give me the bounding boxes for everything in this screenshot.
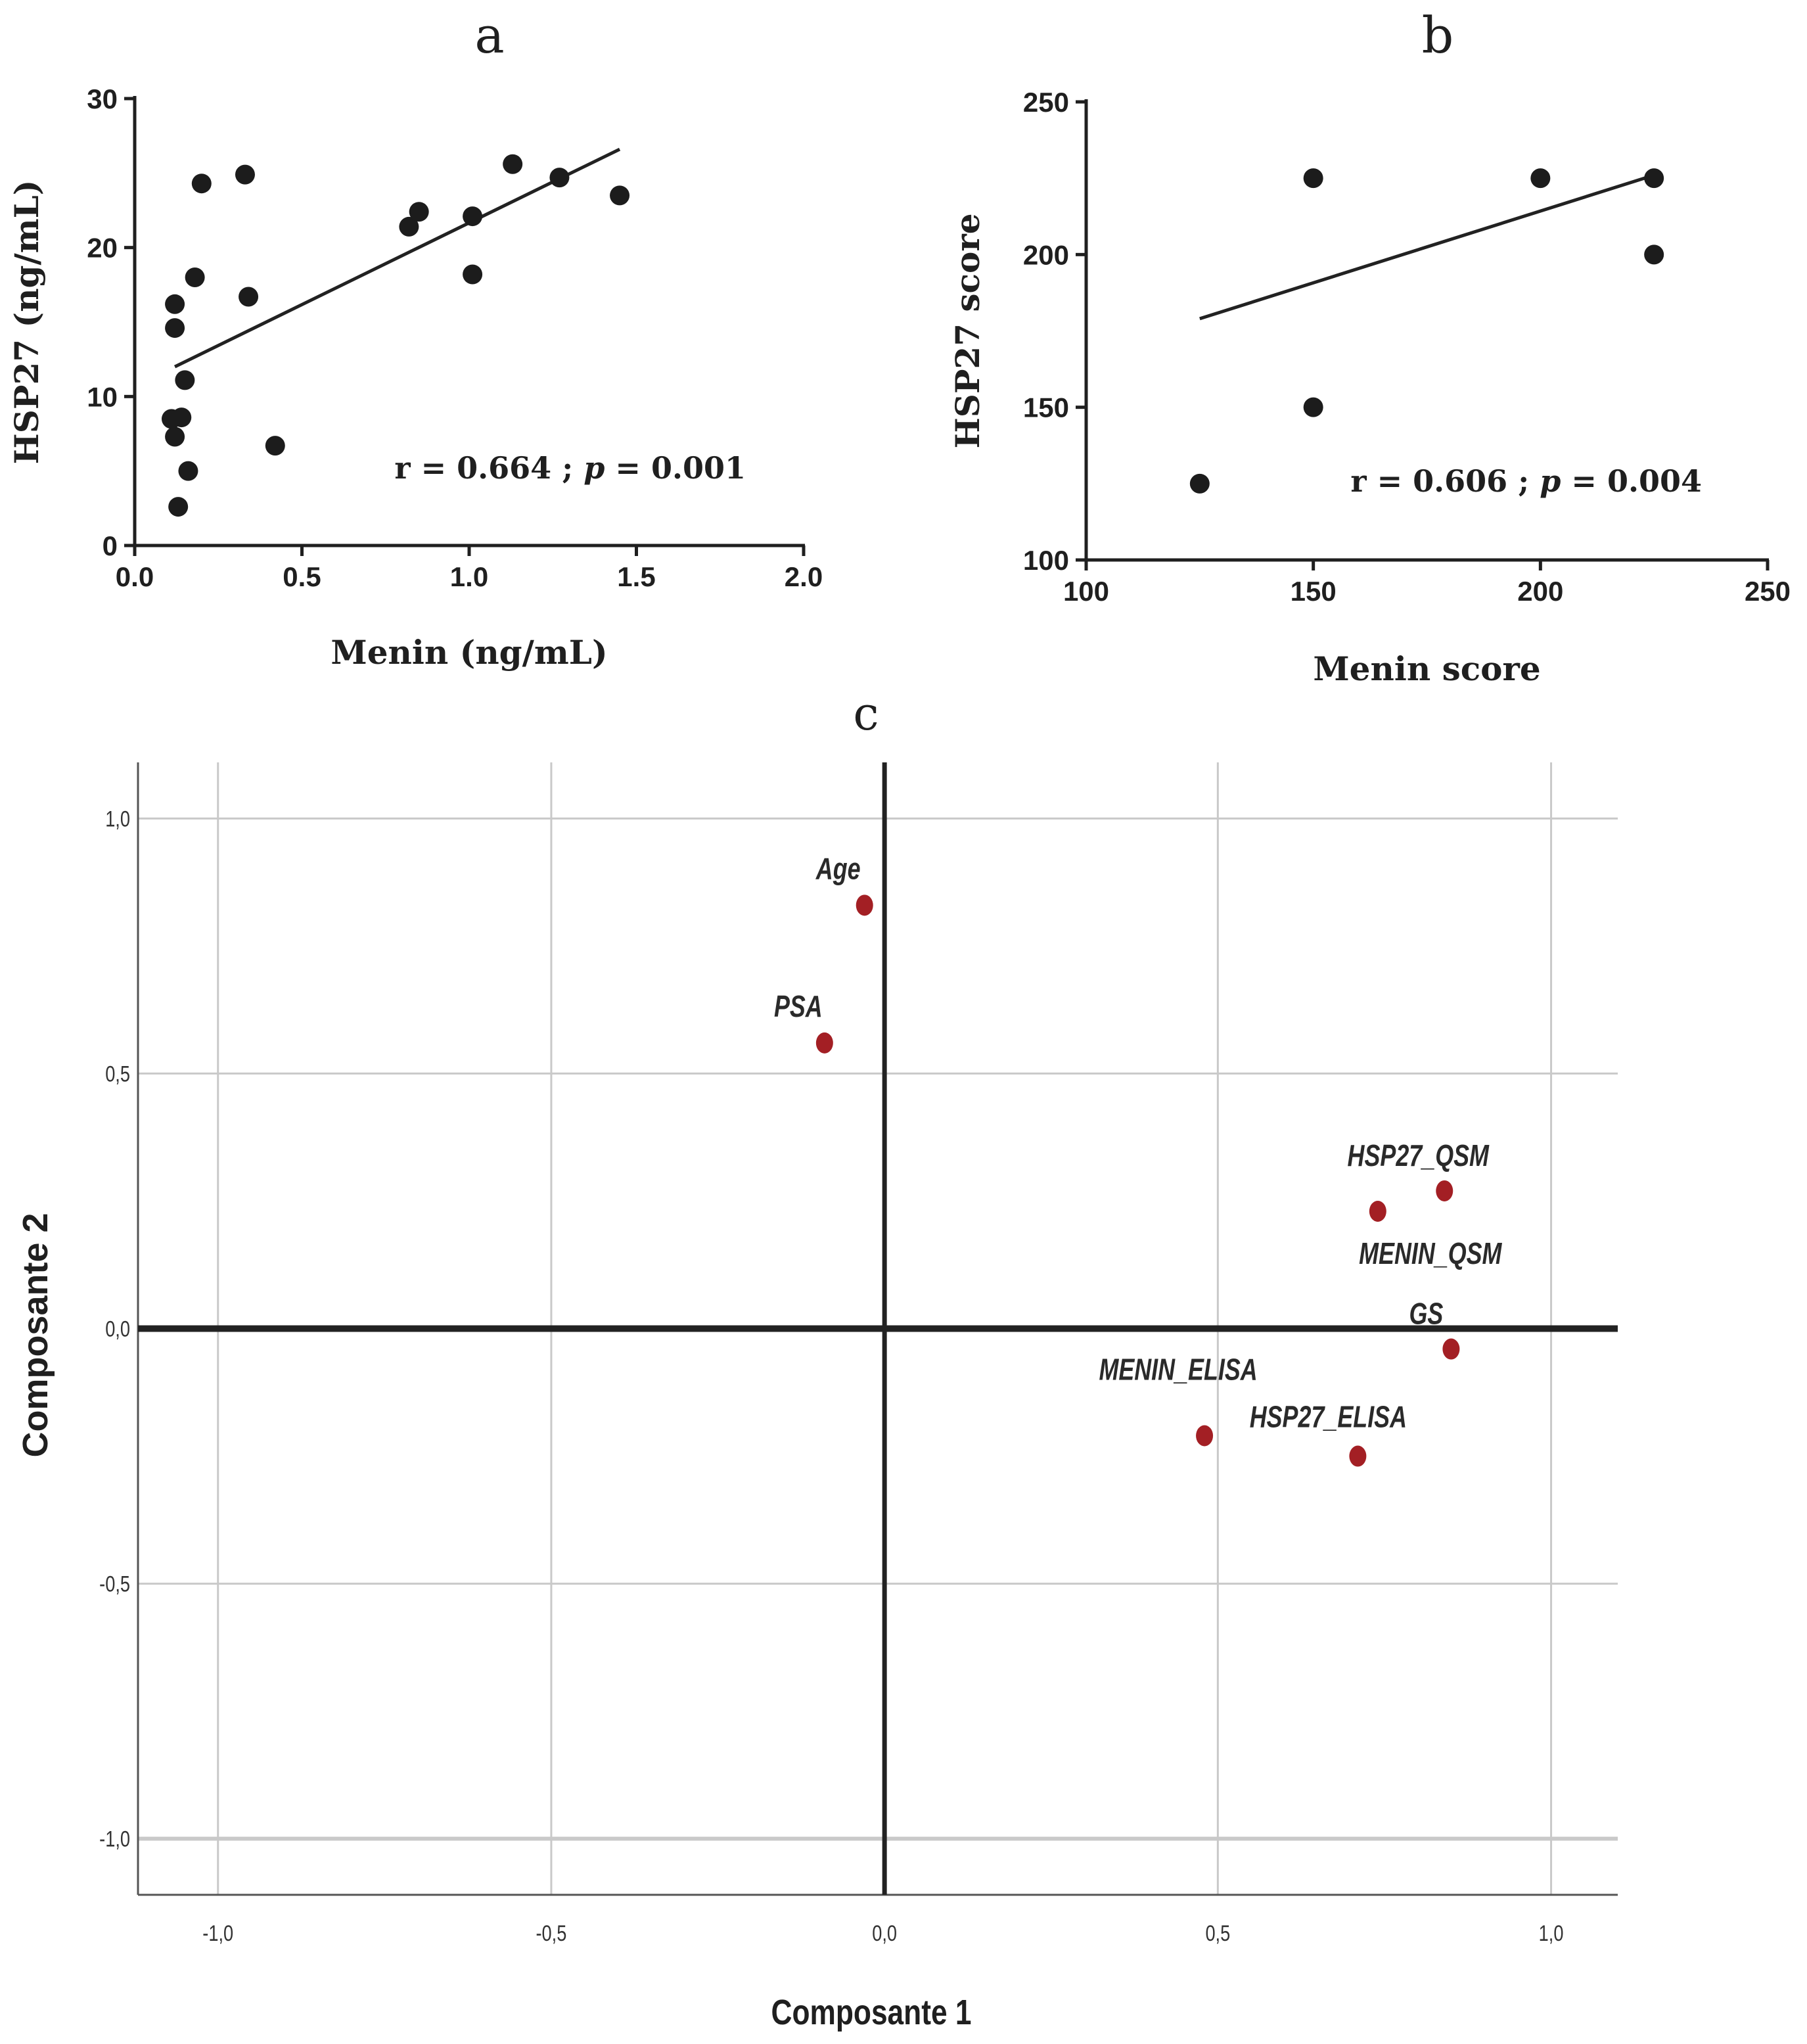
- y-tick-label: 150: [1023, 392, 1069, 423]
- data-point: [191, 174, 212, 194]
- annotation-part: = 0.004: [1561, 463, 1702, 499]
- panel-b: b 100 150 200 250 100 150 200 250 Menin score HSP2…: [948, 6, 1791, 688]
- data-point: [503, 154, 523, 174]
- x-tick-label: 2.0: [785, 561, 823, 592]
- x-tick-label: 250: [1745, 576, 1791, 607]
- data-point: [165, 427, 185, 447]
- data-point: [235, 164, 255, 185]
- data-point: [463, 206, 483, 227]
- x-tick-label: -1,0: [202, 1920, 233, 1946]
- data-point: [409, 202, 429, 222]
- regression-line: [173, 147, 621, 369]
- loading-point: [856, 894, 873, 916]
- x-tick-label: 0,5: [1205, 1920, 1230, 1946]
- loading-point: [1369, 1200, 1386, 1222]
- data-point: [1189, 473, 1210, 494]
- y-tick-label: 10: [87, 381, 118, 412]
- data-point: [178, 461, 198, 481]
- y-tick-label: 100: [1023, 545, 1069, 576]
- point-label: GS: [1409, 1297, 1443, 1330]
- data-point: [265, 436, 285, 456]
- data-point: [1644, 244, 1664, 265]
- annotation-part: r = 0.664 ;: [394, 450, 583, 486]
- y-axis-label: HSP27 score: [948, 213, 987, 448]
- data-point: [185, 267, 205, 287]
- data-point: [1303, 168, 1323, 189]
- panel-a: a 0.0 0.5 1.0 1.5 2.0 0 10 20 30 Menin (ng/mL) HSP2…: [7, 6, 823, 672]
- data-point: [168, 497, 189, 517]
- loading-point: [1196, 1425, 1214, 1447]
- x-tick-label: 200: [1517, 576, 1563, 607]
- loading-point: [1349, 1445, 1367, 1467]
- y-axis-label: Composante 2: [16, 1213, 55, 1457]
- panel-title: a: [474, 6, 504, 64]
- data-point: [1303, 397, 1323, 417]
- y-tick-label: 250: [1023, 87, 1069, 118]
- data-point: [172, 407, 192, 428]
- point-label: MENIN_ELISA: [1099, 1353, 1257, 1386]
- y-tick-label: 20: [87, 233, 118, 264]
- x-tick-label: -0,5: [536, 1920, 567, 1946]
- y-tick-label: 30: [87, 83, 118, 114]
- annotation-part: = 0.001: [605, 450, 746, 486]
- panel-title: c: [853, 687, 879, 741]
- data-point: [399, 216, 419, 237]
- regression-line: [1199, 174, 1655, 321]
- x-tick-label: 0.5: [283, 561, 321, 592]
- y-tick-label: -1,0: [99, 1826, 130, 1852]
- loading-point: [1442, 1338, 1460, 1360]
- x-axis-label: Composante 1: [771, 1993, 972, 2032]
- data-point: [175, 370, 195, 390]
- point-label: HSP27_ELISA: [1250, 1400, 1407, 1433]
- x-tick-label: 1.0: [450, 561, 488, 592]
- correlation-annotation: r = 0.606 ; p = 0.004: [1350, 463, 1702, 499]
- x-tick-label: 0.0: [116, 561, 154, 592]
- y-tick-label: 0,5: [105, 1061, 130, 1087]
- data-point: [463, 264, 483, 285]
- point-label: Age: [815, 852, 861, 885]
- annotation-part: p: [1540, 463, 1561, 499]
- point-label: HSP27_QSM: [1348, 1139, 1490, 1173]
- data-point: [165, 294, 185, 314]
- data-point: [610, 185, 630, 206]
- data-point: [239, 287, 259, 307]
- y-tick-label: -0,5: [99, 1571, 130, 1597]
- loading-point: [1436, 1180, 1453, 1201]
- x-axis-label: Menin score: [1313, 649, 1540, 688]
- data-point: [1530, 168, 1551, 189]
- correlation-annotation: r = 0.664 ; p = 0.001: [394, 450, 746, 486]
- point-label: PSA: [774, 990, 823, 1023]
- y-axis-label: HSP27 (ng/mL): [7, 180, 46, 465]
- data-point: [549, 168, 570, 188]
- x-tick-label: 0,0: [872, 1920, 897, 1946]
- panel-title: b: [1422, 6, 1454, 64]
- loading-point: [815, 1032, 833, 1054]
- x-tick-label: 1.5: [617, 561, 655, 592]
- point-label: MENIN_QSM: [1359, 1237, 1503, 1270]
- y-tick-label: 200: [1023, 239, 1069, 270]
- y-tick-label: 1,0: [105, 806, 130, 831]
- data-point: [165, 318, 185, 338]
- panel-c: c -1,0 -0,5 0,0 0,5 1,0 -1,0 -0,5 0,0 0,5 1,0 Compo…: [16, 687, 1618, 2032]
- data-point: [1644, 168, 1664, 189]
- x-tick-label: 100: [1063, 576, 1109, 607]
- y-tick-label: 0,0: [105, 1316, 130, 1342]
- annotation-part: p: [583, 450, 605, 486]
- annotation-part: r = 0.606 ;: [1350, 463, 1540, 499]
- x-tick-label: 150: [1291, 576, 1337, 607]
- x-tick-label: 1,0: [1539, 1920, 1564, 1946]
- y-tick-label: 0: [103, 530, 118, 561]
- x-axis-label: Menin (ng/mL): [331, 633, 607, 672]
